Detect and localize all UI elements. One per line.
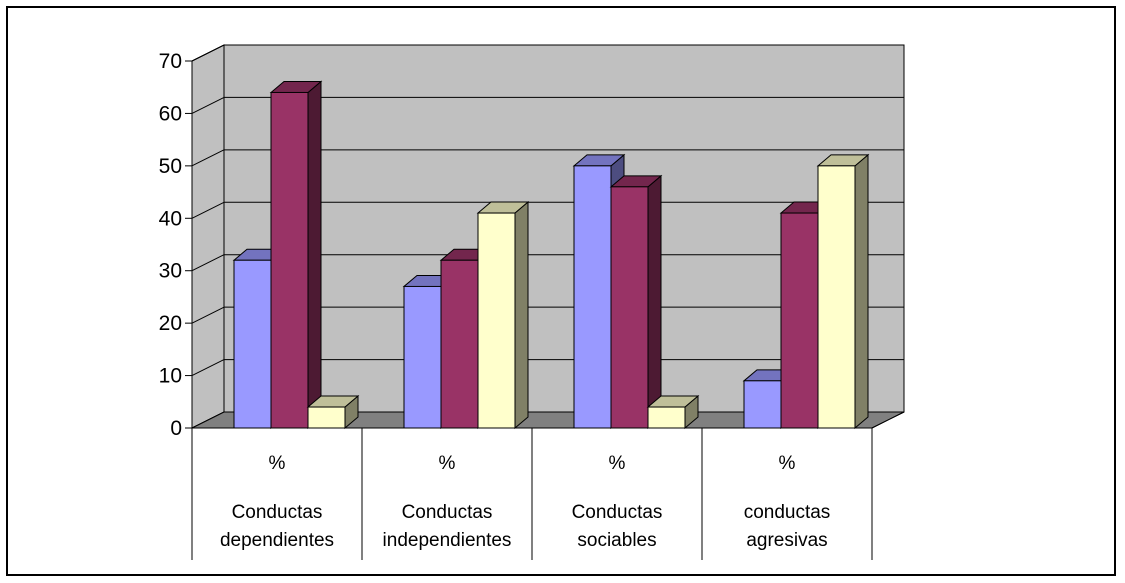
gridline-side (191, 44, 225, 62)
category-label-2-line-3: independientes (383, 530, 512, 551)
floor-edge (871, 411, 905, 429)
category-label-2-line-2: Conductas (402, 502, 493, 523)
gridline-side (191, 201, 225, 219)
y-tick-label: 30 (159, 260, 182, 283)
y-tick-label: 0 (170, 417, 182, 440)
gridline-side (191, 306, 225, 324)
bar-s2-c4 (780, 212, 819, 429)
bar-chart-3d: 0 10 20 30 40 50 60 70 % Conductas dependientes% C… (159, 44, 905, 560)
bars (232, 80, 870, 430)
bar-s2-c2 (440, 259, 479, 429)
gridline-side (191, 149, 225, 167)
gridline-side (191, 254, 225, 272)
bar-side-s2-c1 (307, 80, 322, 430)
gridline-side (191, 96, 225, 114)
chart-frame: 0 10 20 30 40 50 60 70 % Conductas dependientes% C… (6, 6, 1116, 576)
bar-s3-c4 (817, 165, 856, 429)
bar-s3-c1 (307, 406, 346, 429)
y-tick-label: 70 (159, 50, 182, 73)
category-label-3-line-3: sociables (577, 530, 656, 551)
category-label-3-line-1: % (609, 453, 626, 474)
bar-s1-c4 (743, 380, 782, 429)
bar-s1-c3 (573, 165, 612, 429)
bar-s3-c2 (477, 212, 516, 429)
y-tick-label: 40 (159, 207, 182, 230)
side-wall (191, 44, 225, 429)
category-label-4-line-3: agresivas (746, 530, 827, 551)
category-table: % Conductas dependientes% Conductas independ… (191, 411, 905, 560)
category-label-2-line-1: % (439, 453, 456, 474)
category-label-4-line-2: conductas (744, 502, 831, 523)
bar-side-s3-c2 (514, 200, 529, 430)
category-label-3-line-2: Conductas (572, 502, 663, 523)
bar-s3-c3 (647, 406, 686, 429)
y-tick-label: 60 (159, 102, 182, 125)
y-tick-label: 10 (159, 365, 182, 388)
category-label-1-line-3: dependientes (220, 530, 334, 551)
bar-side-s3-c4 (854, 153, 869, 430)
category-label-4-line-1: % (779, 453, 796, 474)
bar-side-s2-c3 (647, 174, 662, 430)
category-label-1-line-1: % (269, 453, 286, 474)
y-tick-label: 50 (159, 155, 182, 178)
gridline-side (191, 359, 225, 377)
category-label-1-line-2: Conductas (232, 502, 323, 523)
y-tick-label: 20 (159, 312, 182, 335)
bar-s2-c1 (270, 91, 309, 429)
bar-s1-c2 (403, 285, 442, 429)
bar-s2-c3 (610, 186, 649, 429)
y-axis: 0 10 20 30 40 50 60 70 (159, 50, 193, 440)
bar-s1-c1 (233, 259, 272, 429)
